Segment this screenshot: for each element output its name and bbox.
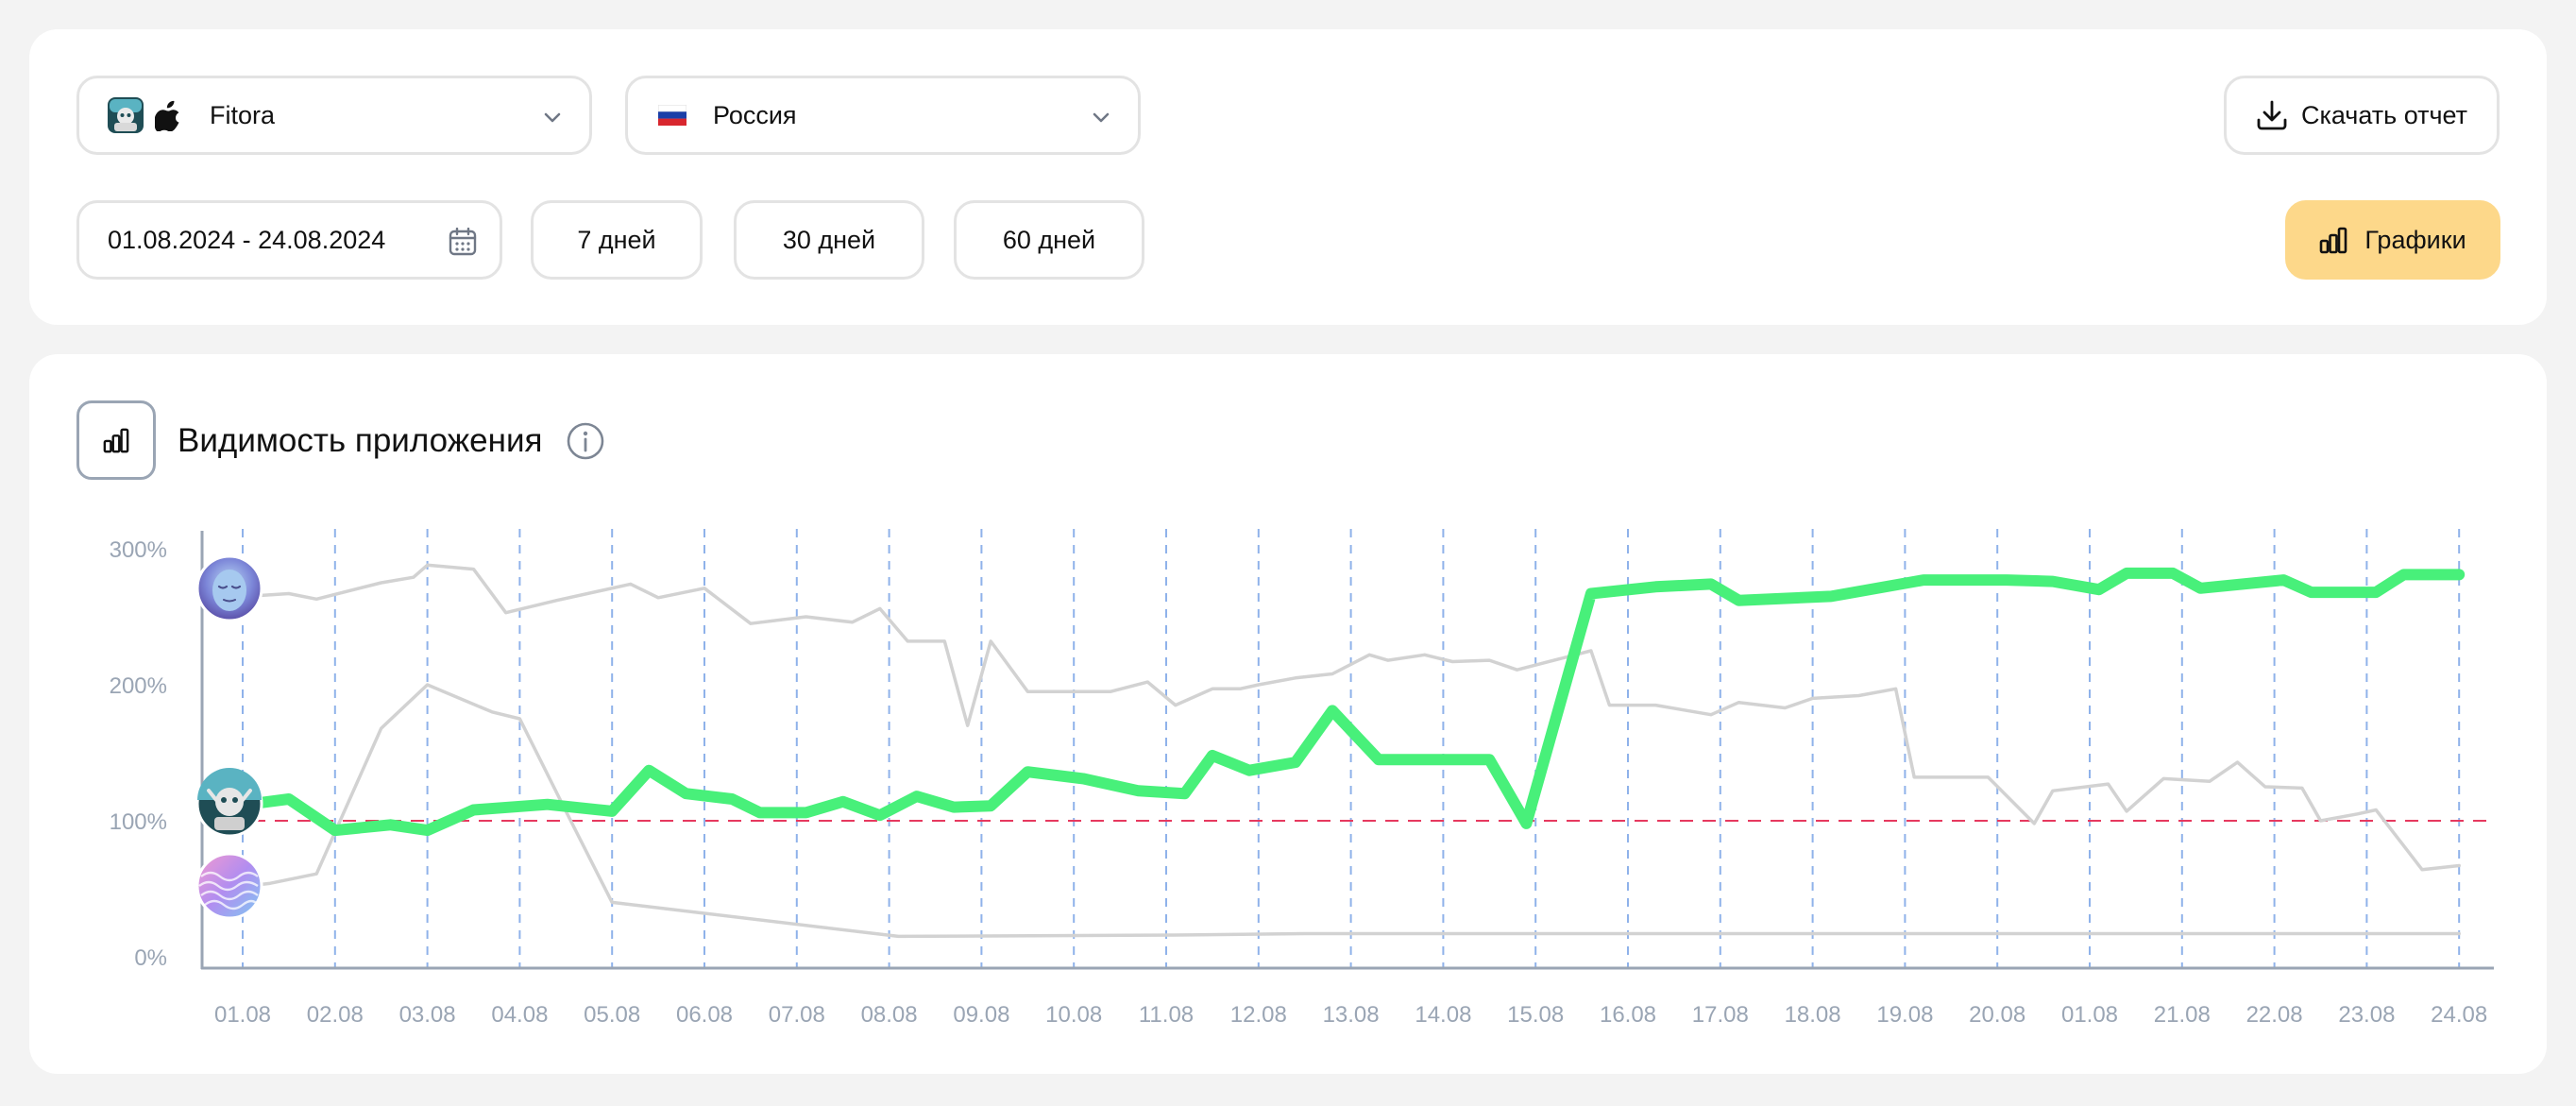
x-tick-label: 16.08 [1600, 1002, 1656, 1028]
date-range-picker[interactable]: 01.08.2024 - 24.08.2024 [76, 200, 502, 280]
x-tick-label: 14.08 [1415, 1002, 1471, 1028]
x-tick-label: 06.08 [676, 1002, 733, 1028]
x-tick-label: 05.08 [584, 1002, 640, 1028]
app-avatar-robot [195, 768, 263, 838]
chevron-down-icon [544, 112, 561, 123]
date-range-value: 01.08.2024 - 24.08.2024 [108, 225, 386, 254]
x-tick-label: 24.08 [2431, 1002, 2487, 1028]
period-30-label: 30 дней [782, 225, 876, 254]
x-tick-label: 22.08 [2246, 1002, 2303, 1028]
y-tick-label: 200% [110, 673, 167, 699]
app-name: Fitora [210, 100, 276, 129]
main-app-series-line [241, 567, 2466, 837]
app-avatar-face [195, 554, 263, 622]
visibility-line-chart: 0% 100% 200% 300% 01.08 02.08 03.08 04.08 05.08… [110, 529, 2494, 1028]
period-30-days-button[interactable]: 30 дней [734, 200, 924, 280]
bar-chart-icon [103, 428, 129, 453]
x-tick-label: 12.08 [1230, 1002, 1287, 1028]
y-tick-label: 100% [110, 809, 167, 835]
competitor-series-line [246, 563, 2461, 872]
x-tick-label: 01.08 [2061, 1002, 2118, 1028]
chevron-down-icon [1093, 112, 1110, 123]
filters-panel: Fitora Россия Скачать отчет 01.08.2024 -… [29, 29, 2547, 325]
country-name: Россия [713, 100, 797, 129]
x-tick-label: 09.08 [953, 1002, 1009, 1028]
x-tick-label: 01.08 [214, 1002, 271, 1028]
download-label: Скачать отчет [2300, 100, 2468, 129]
x-tick-label: 07.08 [769, 1002, 825, 1028]
period-7-label: 7 дней [577, 225, 656, 254]
competitor-series-line [246, 683, 2461, 939]
charts-label: Графики [2364, 225, 2466, 254]
app-avatar-waves [195, 852, 263, 920]
y-tick-label: 0% [134, 945, 167, 971]
country-select[interactable]: Россия [625, 76, 1141, 155]
x-tick-label: 21.08 [2154, 1002, 2211, 1028]
x-tick-label: 15.08 [1507, 1002, 1564, 1028]
x-tick-label: 04.08 [491, 1002, 548, 1028]
bar-chart-icon [2320, 227, 2347, 254]
period-60-days-button[interactable]: 60 дней [954, 200, 1144, 280]
download-icon [2257, 100, 2287, 130]
x-tick-label: 17.08 [1692, 1002, 1749, 1028]
app-select[interactable]: Fitora [76, 76, 592, 155]
chart-header-icon-box [76, 400, 156, 480]
x-tick-label: 08.08 [861, 1002, 918, 1028]
info-icon[interactable] [566, 421, 605, 461]
x-tick-label: 02.08 [307, 1002, 364, 1028]
charts-button[interactable]: Графики [2285, 200, 2500, 280]
x-tick-label: 11.08 [1139, 1002, 1194, 1028]
x-tick-label: 13.08 [1323, 1002, 1380, 1028]
x-tick-label: 10.08 [1045, 1002, 1102, 1028]
period-7-days-button[interactable]: 7 дней [531, 200, 703, 280]
app-logo-icon [108, 97, 144, 133]
x-tick-label: 19.08 [1876, 1002, 1933, 1028]
visibility-chart-card: Видимость приложения 0% 100% 200% 300% 01.0… [29, 354, 2547, 1074]
apple-icon [155, 100, 179, 131]
russia-flag-icon [658, 105, 686, 126]
chart-title: Видимость приложения [178, 422, 543, 459]
x-tick-label: 18.08 [1785, 1002, 1841, 1028]
download-report-button[interactable]: Скачать отчет [2224, 76, 2500, 155]
y-tick-label: 300% [110, 537, 167, 563]
x-tick-label: 03.08 [399, 1002, 456, 1028]
calendar-icon [449, 228, 477, 256]
x-tick-label: 23.08 [2338, 1002, 2395, 1028]
period-60-label: 60 дней [1002, 225, 1096, 254]
x-tick-label: 20.08 [1969, 1002, 2025, 1028]
